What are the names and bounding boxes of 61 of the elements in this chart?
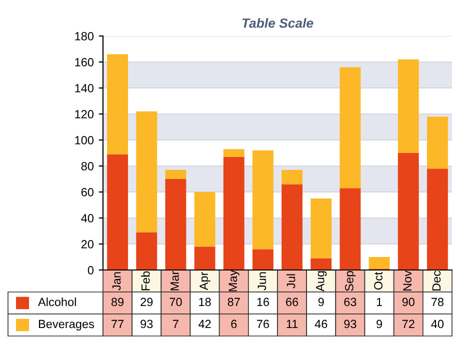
data-label: 42 [198,320,211,328]
bar [107,54,128,154]
data-label: 63 [344,298,356,306]
y-tick-label: 180 [75,32,94,40]
y-tick-label: 60 [81,188,94,196]
data-label: 89 [111,298,124,306]
data-label: 11 [286,320,298,328]
bar [398,59,419,153]
x-tick-label: Aug [316,271,327,292]
x-tick-label: Jun [258,272,266,290]
data-label: 93 [140,320,153,328]
y-tick-label: 80 [81,162,94,170]
bar [368,257,390,269]
bar [194,192,216,247]
data-label: 7 [173,320,178,328]
data-label: 70 [170,298,182,306]
data-label: 78 [432,298,444,306]
chart-title: Table Scale [242,18,314,28]
data-label: 93 [344,320,356,328]
bar [310,198,332,258]
bar [136,111,158,232]
data-label: 18 [199,298,211,306]
bar [165,170,186,179]
y-tick-label: 160 [75,58,94,66]
y-tick-label: 120 [75,110,94,118]
data-label: 76 [257,320,270,328]
x-tick-label: Nov [403,270,412,291]
bar [426,116,448,169]
y-tick-label: 0 [88,266,94,274]
legend-label: Alcohol [38,297,76,306]
bar [252,150,274,250]
data-label: 6 [231,320,237,328]
data-label: 9 [376,320,382,328]
data-label: 66 [286,298,298,306]
legend-label: Beverages [38,320,94,331]
y-tick-label: 140 [75,84,94,92]
bar [223,149,244,157]
x-tick-label: Jul [286,274,296,288]
bar [340,67,361,188]
x-tick-label: Jan [112,272,121,290]
y-tick-label: 40 [81,214,94,222]
data-label: 46 [314,320,328,328]
data-label: 9 [318,298,324,306]
x-tick-label: Dec [432,270,441,291]
y-tick-label: 100 [75,136,94,144]
data-label: 77 [112,320,124,328]
bar [282,170,303,184]
x-tick-label: Feb [141,271,150,290]
data-label: 87 [228,298,240,306]
x-tick-label: Sep [345,270,356,291]
data-label: 72 [402,320,414,328]
data-label: 16 [257,298,270,306]
x-tick-label: Mar [170,271,179,290]
x-tick-label: Oct [374,272,382,290]
data-label: 1 [376,298,382,306]
data-label: 29 [140,298,153,306]
x-tick-label: May [228,270,240,292]
y-tick-label: 20 [81,240,94,248]
data-label: 40 [431,320,444,328]
data-label: 90 [402,298,414,306]
x-tick-label: Apr [200,272,210,290]
